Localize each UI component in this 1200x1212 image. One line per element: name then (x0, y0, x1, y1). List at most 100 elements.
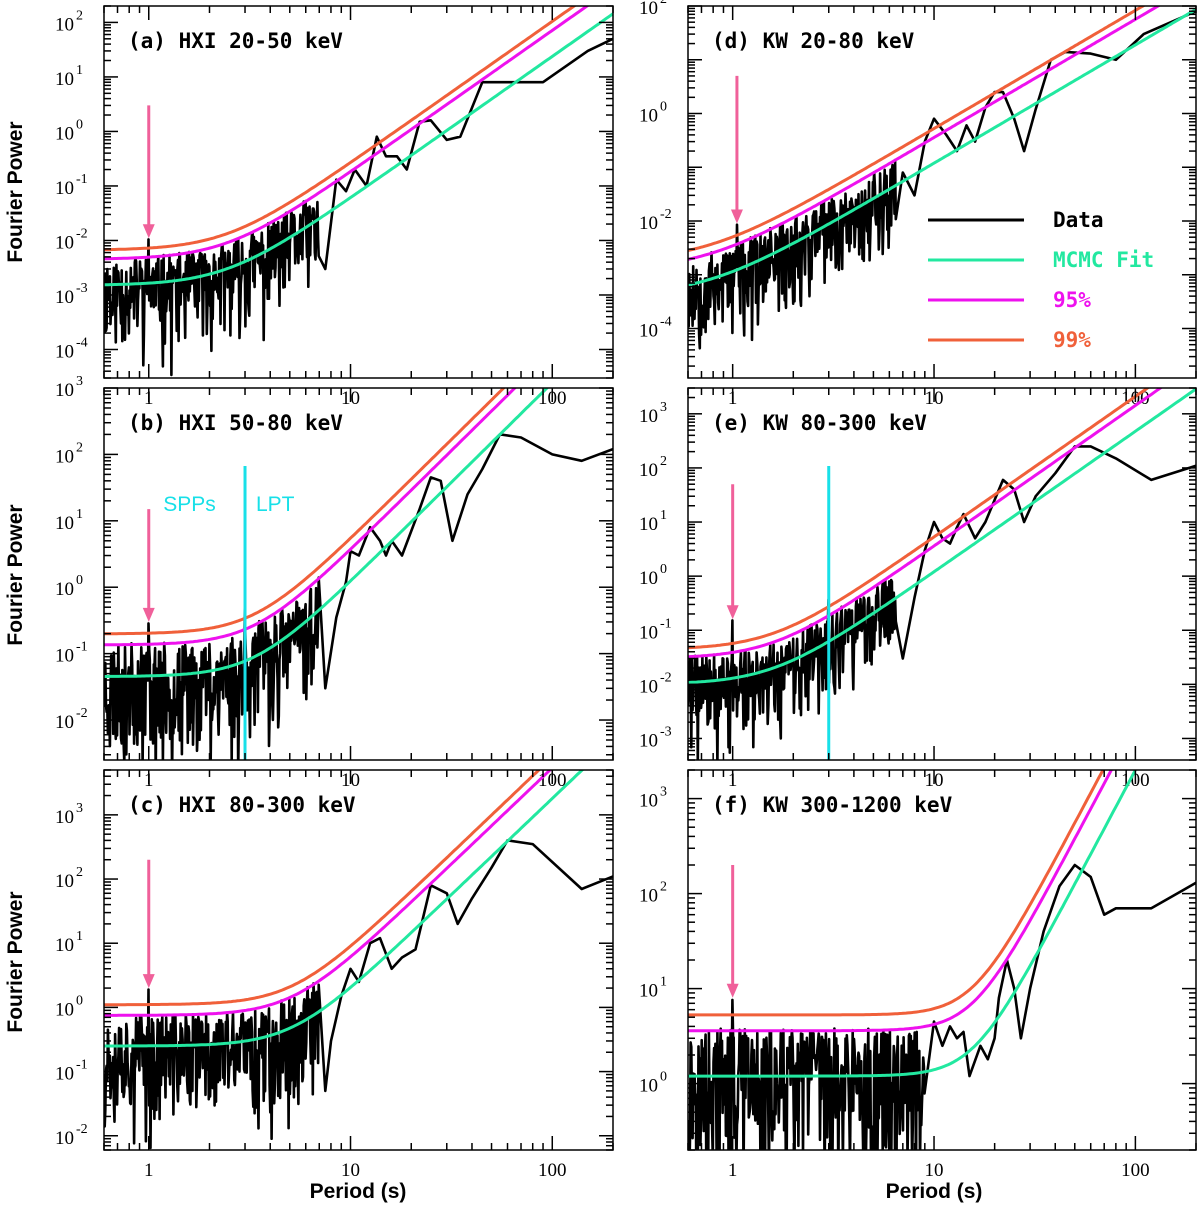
panel-title: (b) HXI 50-80 keV (128, 411, 343, 435)
y-tick-exponent: 3 (76, 801, 83, 816)
y-tick-label: 10 (639, 791, 658, 812)
y-tick-exponent: 1 (660, 508, 667, 523)
x-axis: 1 10 100 (687, 770, 1197, 1181)
confidence-95-line (688, 6, 1162, 261)
y-tick-label: 10 (639, 0, 658, 19)
plot-area (104, 770, 613, 1150)
mcmc-fit-line (688, 770, 1138, 1078)
legend-label: 95% (1053, 288, 1091, 312)
panel-title: (f) KW 300-1200 keV (712, 793, 953, 817)
one-second-arrow-head (142, 607, 155, 622)
y-tick-base: 10 (55, 232, 74, 253)
y-tick-base: 10 (55, 446, 74, 467)
y-tick-exponent: -2 (76, 1122, 88, 1137)
y-tick-exponent: 0 (76, 993, 83, 1008)
data-series (104, 37, 613, 377)
y-axis-title-row2: Fourier Power (4, 504, 27, 645)
confidence-99-line (104, 770, 542, 1007)
y-tick-base: 10 (55, 123, 74, 144)
x-tick-label: 10 (341, 1160, 360, 1181)
y-tick-label: 10 (639, 460, 658, 481)
panel-title: (a) HXI 20-50 keV (128, 29, 343, 53)
confidence-95-line (104, 770, 553, 1017)
y-tick-exponent: -1 (660, 616, 672, 631)
y-tick-base: 10 (639, 622, 658, 643)
panel-title: (d) KW 20-80 keV (712, 29, 915, 53)
y-tick-base: 10 (55, 1128, 74, 1149)
mcmc-fit-line (688, 8, 1196, 287)
y-tick-exponent: 1 (660, 975, 667, 990)
y-tick-label: 10 (55, 579, 74, 600)
y-tick-label: 10 (55, 178, 74, 199)
y-tick-label: 10 (639, 213, 658, 234)
y-tick-exponent: 3 (660, 400, 667, 415)
y-tick-exponent: -3 (76, 281, 88, 296)
x-tick-label: 1 (144, 1160, 154, 1181)
y-tick-exponent: -2 (660, 670, 672, 685)
plot-frame (687, 5, 1197, 379)
y-tick-exponent: 2 (76, 440, 83, 455)
y-tick-exponent: 0 (76, 117, 83, 132)
y-tick-label: 10 (55, 232, 74, 253)
y-tick-exponent: 0 (76, 573, 83, 588)
y-tick-label: 10 (639, 321, 658, 342)
y-tick-base: 10 (55, 999, 74, 1020)
y-tick-label: 10 (55, 712, 74, 733)
y-tick-label: 10 (639, 514, 658, 535)
x-tick-label: 100 (1121, 1160, 1150, 1181)
confidence-99-line (104, 388, 506, 636)
y-tick-label: 10 (55, 513, 74, 534)
y-tick-label: 10 (55, 446, 74, 467)
x-axis-title-left: Period (s) (310, 1180, 407, 1203)
y-tick-exponent: -4 (76, 335, 88, 350)
y-tick-base: 10 (55, 935, 74, 956)
y-tick-label: 10 (639, 886, 658, 907)
y-tick-label: 10 (639, 106, 658, 127)
y-tick-base: 10 (55, 1064, 74, 1085)
panel-title: (e) KW 80-300 keV (712, 411, 927, 435)
annotation-spps: SPPs (163, 493, 216, 516)
data-series (104, 839, 613, 1150)
plot-area (104, 388, 613, 760)
confidence-99-line (688, 6, 1146, 252)
y-tick-exponent: -2 (660, 207, 672, 222)
plot-frame (103, 5, 614, 379)
y-tick-label: 10 (55, 14, 74, 35)
y-tick-base: 10 (639, 886, 658, 907)
y-tick-exponent: -1 (76, 1058, 88, 1073)
y-tick-label: 10 (55, 69, 74, 90)
y-tick-label: 10 (55, 807, 74, 828)
y-tick-base: 10 (55, 871, 74, 892)
data-series (688, 10, 1196, 350)
mcmc-fit-line (104, 12, 613, 287)
y-tick-base: 10 (55, 807, 74, 828)
y-tick-exponent: 0 (660, 562, 667, 577)
y-tick-base: 10 (55, 341, 74, 362)
y-tick-exponent: -4 (660, 315, 672, 330)
confidence-99-line (104, 6, 577, 252)
one-second-arrow-head (142, 974, 155, 989)
y-tick-exponent: 1 (76, 63, 83, 78)
x-axis: 1 10 100 (103, 770, 614, 1181)
y-tick-exponent: -1 (76, 640, 88, 655)
y-tick-base: 10 (639, 406, 658, 427)
y-tick-base: 10 (639, 1076, 658, 1097)
y-tick-label: 10 (639, 981, 658, 1002)
y-tick-base: 10 (639, 213, 658, 234)
y-tick-base: 10 (55, 178, 74, 199)
y-tick-exponent: 3 (76, 374, 83, 389)
y-tick-base: 10 (55, 69, 74, 90)
y-tick-label: 10 (55, 341, 74, 362)
y-tick-label: 10 (55, 380, 74, 401)
mcmc-fit-line (104, 388, 550, 678)
y-tick-exponent: 2 (76, 865, 83, 880)
confidence-95-line (688, 388, 1164, 659)
y-tick-exponent: 3 (660, 785, 667, 800)
legend-label: Data (1053, 208, 1104, 232)
